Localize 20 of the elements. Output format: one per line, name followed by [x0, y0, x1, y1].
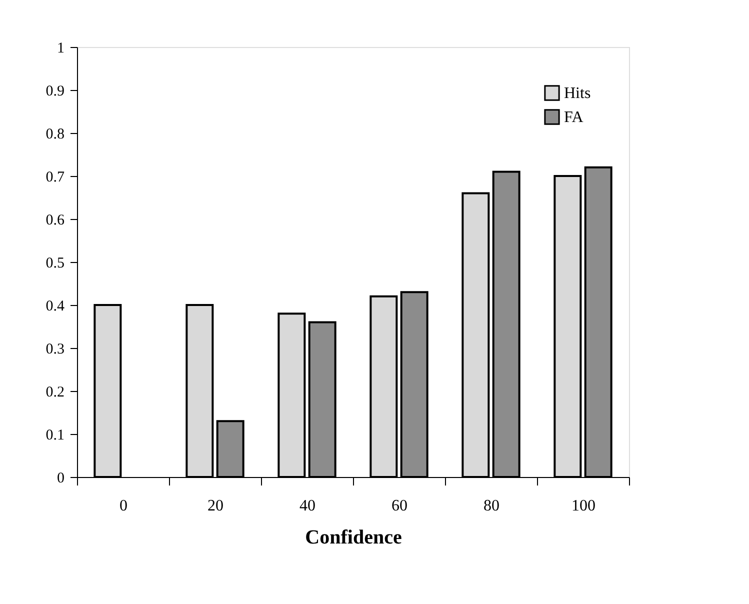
y-tick-label: 0.2 [46, 384, 64, 400]
legend-label: Hits [564, 85, 591, 102]
y-tick-label: 0.4 [46, 298, 65, 314]
x-tick-label: 20 [208, 498, 224, 514]
x-tick-label: 80 [484, 498, 500, 514]
y-tick-label: 0.5 [46, 256, 64, 272]
y-tick-label: 0.6 [46, 212, 65, 228]
x-tick-label: 100 [572, 498, 596, 514]
y-tick-label: 0.7 [46, 170, 65, 186]
legend-label: FA [564, 109, 584, 126]
y-tick-label: 0 [57, 470, 64, 486]
y-tick-label: 0.8 [46, 126, 64, 142]
y-tick-label: 0.1 [46, 428, 64, 444]
x-axis-title: Confidence [305, 526, 402, 548]
x-tick-label: 60 [392, 498, 408, 514]
x-tick-label: 0 [120, 498, 128, 514]
y-tick-label: 0.3 [46, 342, 64, 358]
y-tick-label: 0.9 [46, 84, 64, 100]
x-tick-label: 40 [300, 498, 316, 514]
y-tick-label: 1 [57, 40, 64, 56]
